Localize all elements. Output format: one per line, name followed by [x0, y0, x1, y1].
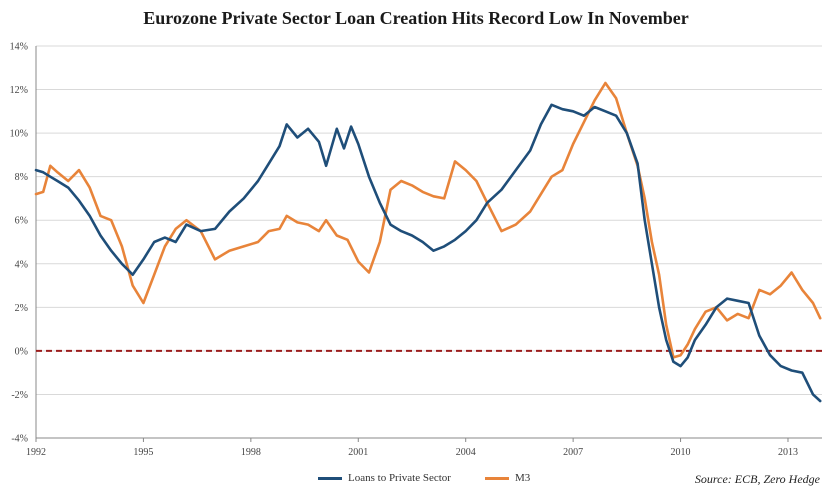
x-tick-label: 2010: [671, 447, 691, 458]
y-tick-label: 14%: [10, 42, 28, 53]
source-note: Source: ECB, Zero Hedge: [694, 472, 820, 486]
legend-swatch-m3: [484, 476, 509, 480]
legend: Loans to Private Sector M3: [318, 472, 556, 484]
legend-swatch-loans: [318, 476, 342, 480]
x-tick-label: 2001: [348, 447, 368, 458]
y-tick-label: 8%: [15, 172, 28, 183]
y-tick-label: 0%: [15, 346, 28, 357]
axes: [35, 46, 822, 442]
y-tick-label: -2%: [11, 390, 28, 401]
x-tick-label: 1998: [241, 447, 261, 458]
y-tick-label: 12%: [10, 85, 28, 96]
series-line-m3: [34, 81, 822, 359]
y-tick-label: 6%: [15, 216, 28, 227]
gridlines: [36, 45, 822, 395]
x-tick-label: 2007: [563, 447, 583, 458]
series-line-loans: [34, 103, 822, 403]
x-tick-label: 2013: [778, 447, 798, 458]
y-tick-label: 10%: [10, 129, 28, 140]
x-tick-label: 1995: [133, 447, 153, 458]
y-tick-label: 4%: [15, 259, 28, 270]
legend-item-loans: Loans to Private Sector: [318, 472, 451, 484]
y-tick-label: 2%: [15, 303, 28, 314]
legend-label-loans: Loans to Private Sector: [348, 472, 451, 484]
legend-label-m3: M3: [514, 472, 531, 484]
x-tick-label: 2004: [456, 447, 476, 458]
y-tick-label: -4%: [11, 434, 28, 445]
legend-item-m3: M3: [484, 472, 531, 484]
chart-title: Eurozone Private Sector Loan Creation Hi…: [143, 8, 689, 28]
series-layer: [34, 81, 822, 403]
x-tick-label: 1992: [26, 447, 46, 458]
tick-labels: -4% -2% 0% 2% 4% 6% 8% 10% 12% 14% 1992 1995 1998 200…: [10, 42, 798, 459]
